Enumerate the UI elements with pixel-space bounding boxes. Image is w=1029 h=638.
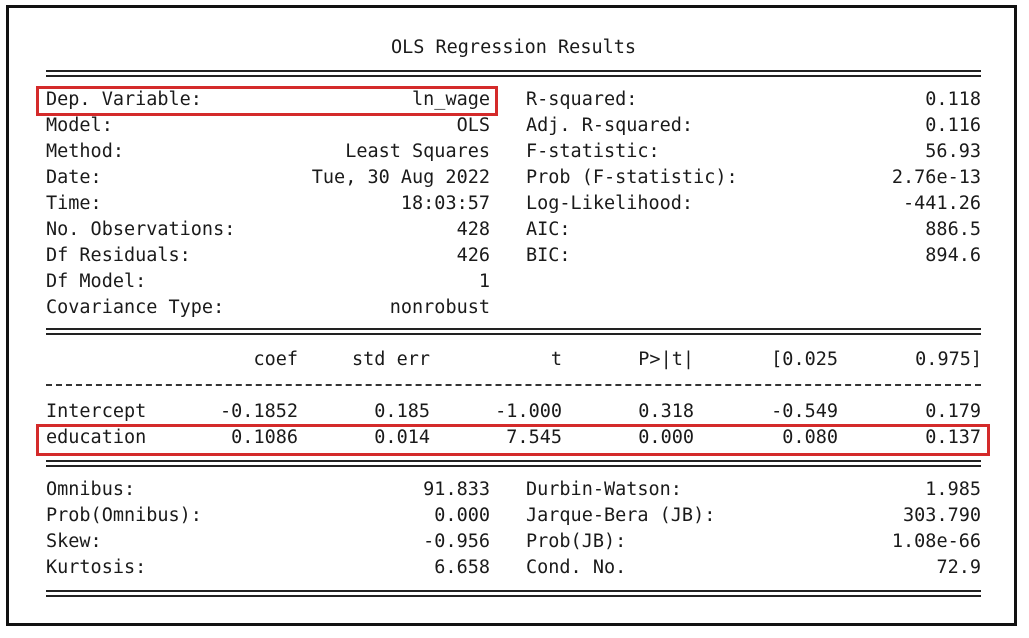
coef-cell: 0.137 — [925, 427, 981, 448]
coef-cell: 0.080 — [782, 427, 838, 448]
model-info-label: Date: — [46, 167, 102, 188]
fit-stat-label: Log-Likelihood: — [526, 193, 694, 214]
model-info-value: Tue, 30 Aug 2022 — [311, 167, 490, 188]
model-info-value: 1 — [478, 271, 490, 292]
model-info-value: OLS — [456, 115, 490, 136]
dashed-rule — [46, 384, 981, 386]
fit-stat-label: F-statistic: — [526, 141, 660, 162]
fit-stat-value: 0.116 — [925, 115, 981, 136]
model-info-value: 428 — [456, 219, 490, 240]
coef-cell: 0.014 — [374, 427, 430, 448]
coef-cell: -0.1852 — [220, 401, 298, 422]
coef-row-name: education — [46, 427, 147, 448]
diagnostic-label: Skew: — [46, 531, 102, 552]
model-info-value: 426 — [456, 245, 490, 266]
fit-stat-value: 886.5 — [925, 219, 981, 240]
coef-cell: 7.545 — [506, 427, 562, 448]
fit-stat-value: -441.26 — [903, 193, 981, 214]
highlight-box-education-row — [36, 424, 990, 456]
coef-header: t — [550, 349, 562, 370]
coef-cell: 0.000 — [638, 427, 694, 448]
model-info-label: Df Model: — [46, 271, 147, 292]
output-frame — [6, 5, 1017, 626]
double-rule-lower — [46, 460, 981, 467]
diagnostic-label: Prob(JB): — [526, 531, 627, 552]
coef-cell: 0.185 — [374, 401, 430, 422]
fit-stat-label: BIC: — [526, 245, 571, 266]
highlight-box-dependent-variable — [36, 86, 498, 116]
fit-stat-value: 2.76e-13 — [891, 167, 981, 188]
model-info-label: Model: — [46, 115, 113, 136]
coef-header: std err — [352, 349, 430, 370]
model-info-value: nonrobust — [389, 297, 490, 318]
coef-header: coef — [253, 349, 298, 370]
diagnostic-value: 91.833 — [423, 479, 490, 500]
diagnostic-value: 303.790 — [903, 505, 981, 526]
double-rule-bottom — [46, 590, 981, 597]
fit-stat-value: 894.6 — [925, 245, 981, 266]
coef-cell: 0.1086 — [231, 427, 298, 448]
double-rule-top — [46, 70, 981, 77]
diagnostic-label: Omnibus: — [46, 479, 136, 500]
coef-cell: -0.549 — [771, 401, 838, 422]
diagnostic-label: Durbin-Watson: — [526, 479, 682, 500]
coef-row-name: Intercept — [46, 401, 147, 422]
coef-cell: -1.000 — [495, 401, 562, 422]
fit-stat-label: Adj. R-squared: — [526, 115, 694, 136]
diagnostic-value: 0.000 — [434, 505, 490, 526]
fit-stat-value: 56.93 — [925, 141, 981, 162]
fit-stat-label: Prob (F-statistic): — [526, 167, 738, 188]
coef-header: 0.975] — [915, 349, 982, 370]
model-info-label: Dep. Variable: — [46, 89, 202, 110]
diagnostic-label: Kurtosis: — [46, 557, 147, 578]
diagnostic-value: 72.9 — [936, 557, 981, 578]
fit-stat-value: 0.118 — [925, 89, 981, 110]
model-info-label: Covariance Type: — [46, 297, 225, 318]
diagnostic-value: 6.658 — [434, 557, 490, 578]
diagnostic-label: Prob(Omnibus): — [46, 505, 202, 526]
model-info-value: 18:03:57 — [400, 193, 490, 214]
fit-stat-label: AIC: — [526, 219, 571, 240]
model-info-label: Method: — [46, 141, 124, 162]
model-info-value: ln_wage — [412, 89, 490, 110]
coef-header: P>|t| — [638, 349, 694, 370]
model-info-label: Time: — [46, 193, 102, 214]
diagnostic-label: Cond. No. — [526, 557, 627, 578]
coef-header: [0.025 — [771, 349, 838, 370]
coef-cell: 0.179 — [925, 401, 981, 422]
diagnostic-label: Jarque-Bera (JB): — [526, 505, 716, 526]
diagnostic-value: -0.956 — [423, 531, 490, 552]
model-info-value: Least Squares — [345, 141, 490, 162]
fit-stat-label: R-squared: — [526, 89, 638, 110]
double-rule-mid — [46, 328, 981, 335]
table-title: OLS Regression Results — [390, 37, 637, 58]
diagnostic-value: 1.08e-66 — [891, 531, 981, 552]
model-info-label: No. Observations: — [46, 219, 236, 240]
coef-cell: 0.318 — [638, 401, 694, 422]
diagnostic-value: 1.985 — [925, 479, 981, 500]
model-info-label: Df Residuals: — [46, 245, 191, 266]
